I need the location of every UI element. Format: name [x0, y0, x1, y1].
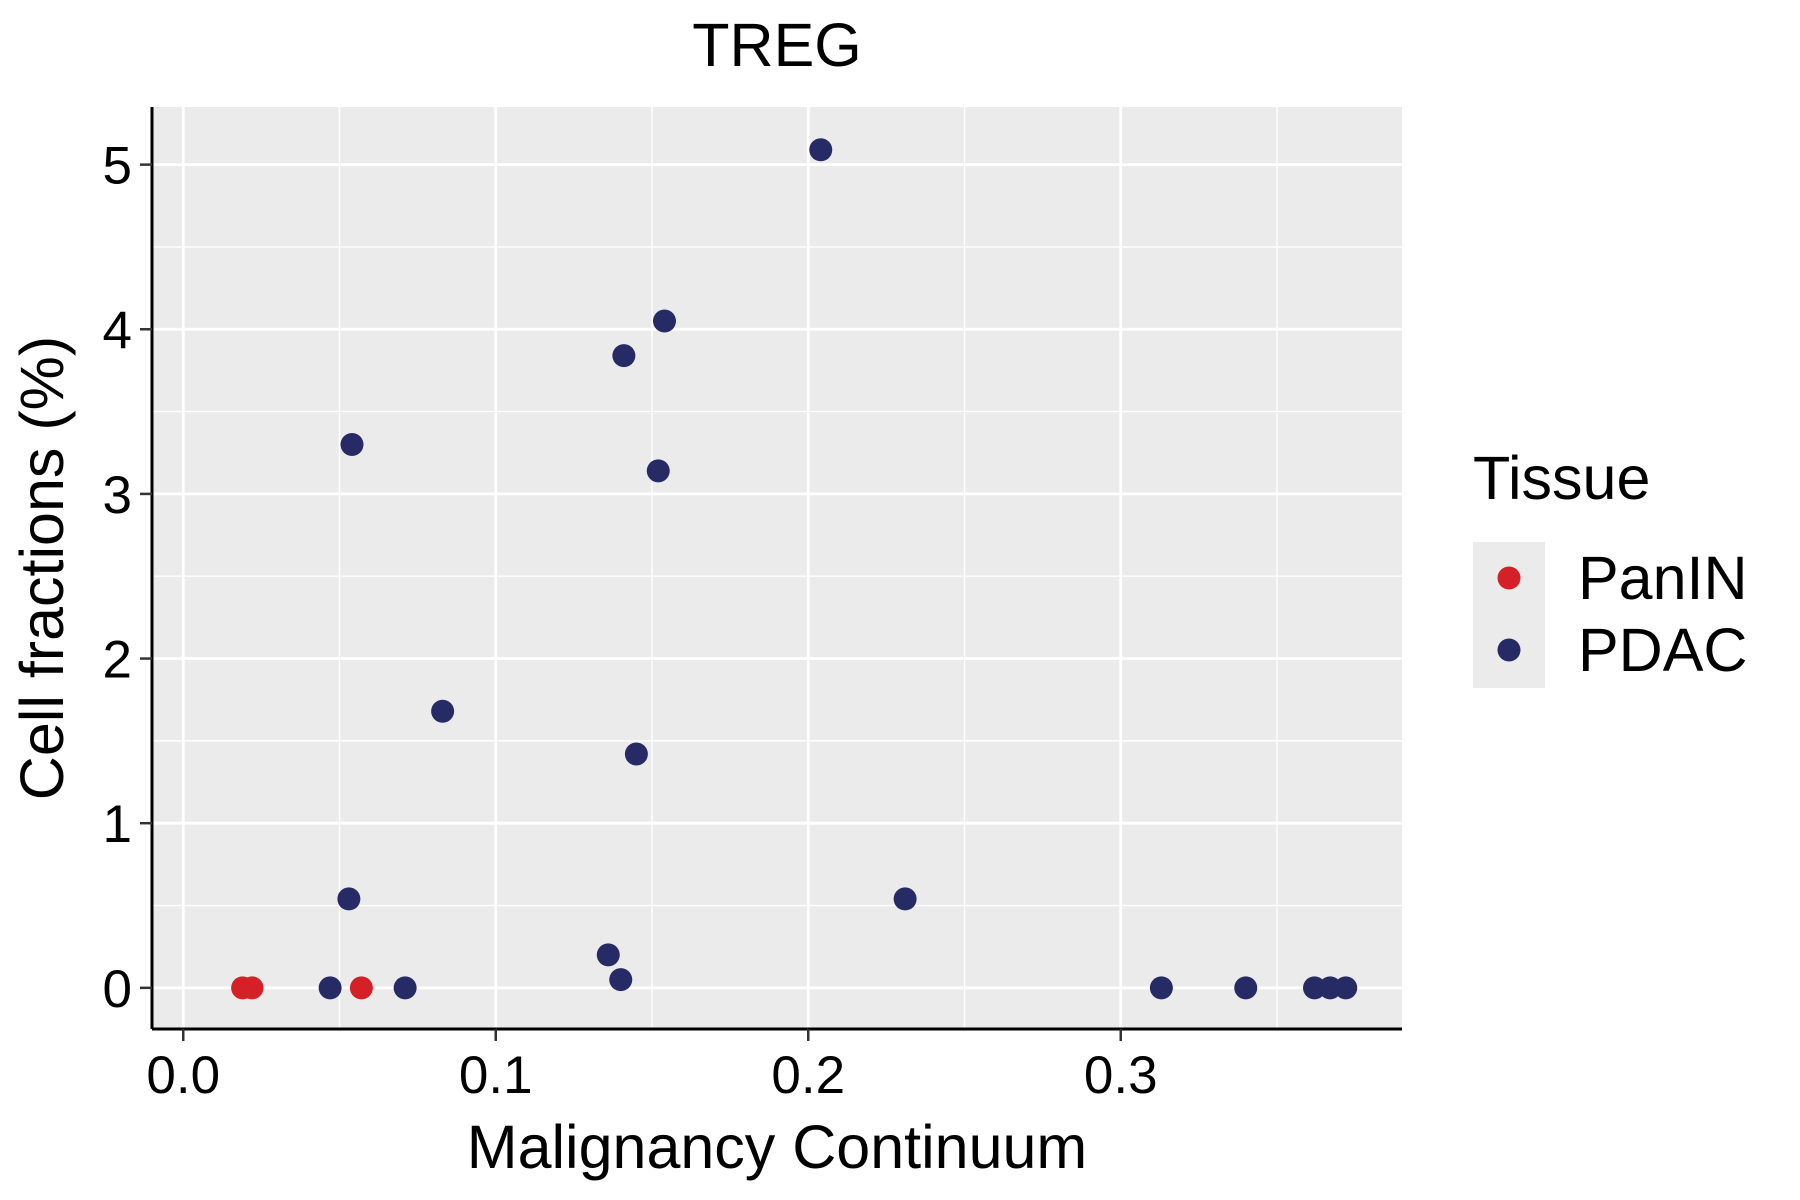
y-tick-label: 1 [103, 795, 132, 854]
x-tick-label: 0.1 [459, 1046, 533, 1105]
y-tick-label: 4 [103, 301, 132, 360]
data-point-pdac [596, 943, 620, 967]
data-point-pdac [653, 309, 676, 333]
legend-key-background [1473, 542, 1545, 688]
y-tick-label: 0 [103, 960, 132, 1019]
data-point-pdac [1149, 976, 1173, 1000]
data-point-pdac [431, 699, 455, 723]
y-tick-label: 3 [103, 466, 132, 525]
data-point-panin [240, 976, 264, 1000]
data-point-pdac [612, 344, 636, 368]
panel-background [152, 107, 1402, 1029]
data-point-pdac [393, 976, 417, 1000]
x-tick-label: 0.0 [146, 1046, 220, 1105]
data-point-pdac [1234, 976, 1258, 1000]
data-points [231, 138, 1358, 1000]
x-tick-label: 0.3 [1084, 1046, 1158, 1105]
chart-title: TREG [692, 11, 861, 79]
y-tick-label: 5 [103, 137, 132, 196]
legend-key-panin [1497, 566, 1521, 590]
plot-panel: 0.0 0.1 0.2 0.3 0 1 2 3 4 5 [103, 107, 1402, 1105]
y-axis-title: Cell fractions (%) [8, 336, 76, 800]
data-point-pdac [609, 968, 633, 992]
data-point-pdac [893, 887, 917, 911]
x-tick-label: 0.2 [771, 1046, 845, 1105]
y-tick-label: 2 [103, 631, 132, 690]
data-point-panin [349, 976, 373, 1000]
legend-key-pdac [1497, 638, 1521, 662]
data-point-pdac [1334, 976, 1358, 1000]
data-point-pdac [340, 433, 364, 457]
x-axis-title: Malignancy Continuum [467, 1113, 1087, 1181]
data-point-pdac [318, 976, 342, 1000]
data-point-pdac [337, 887, 361, 911]
legend-label-pdac: PDAC [1578, 616, 1747, 684]
legend-label-panin: PanIN [1578, 544, 1748, 612]
data-point-pdac [809, 138, 833, 162]
data-point-pdac [646, 459, 670, 483]
data-point-pdac [624, 742, 648, 766]
legend-title: Tissue [1473, 444, 1650, 512]
